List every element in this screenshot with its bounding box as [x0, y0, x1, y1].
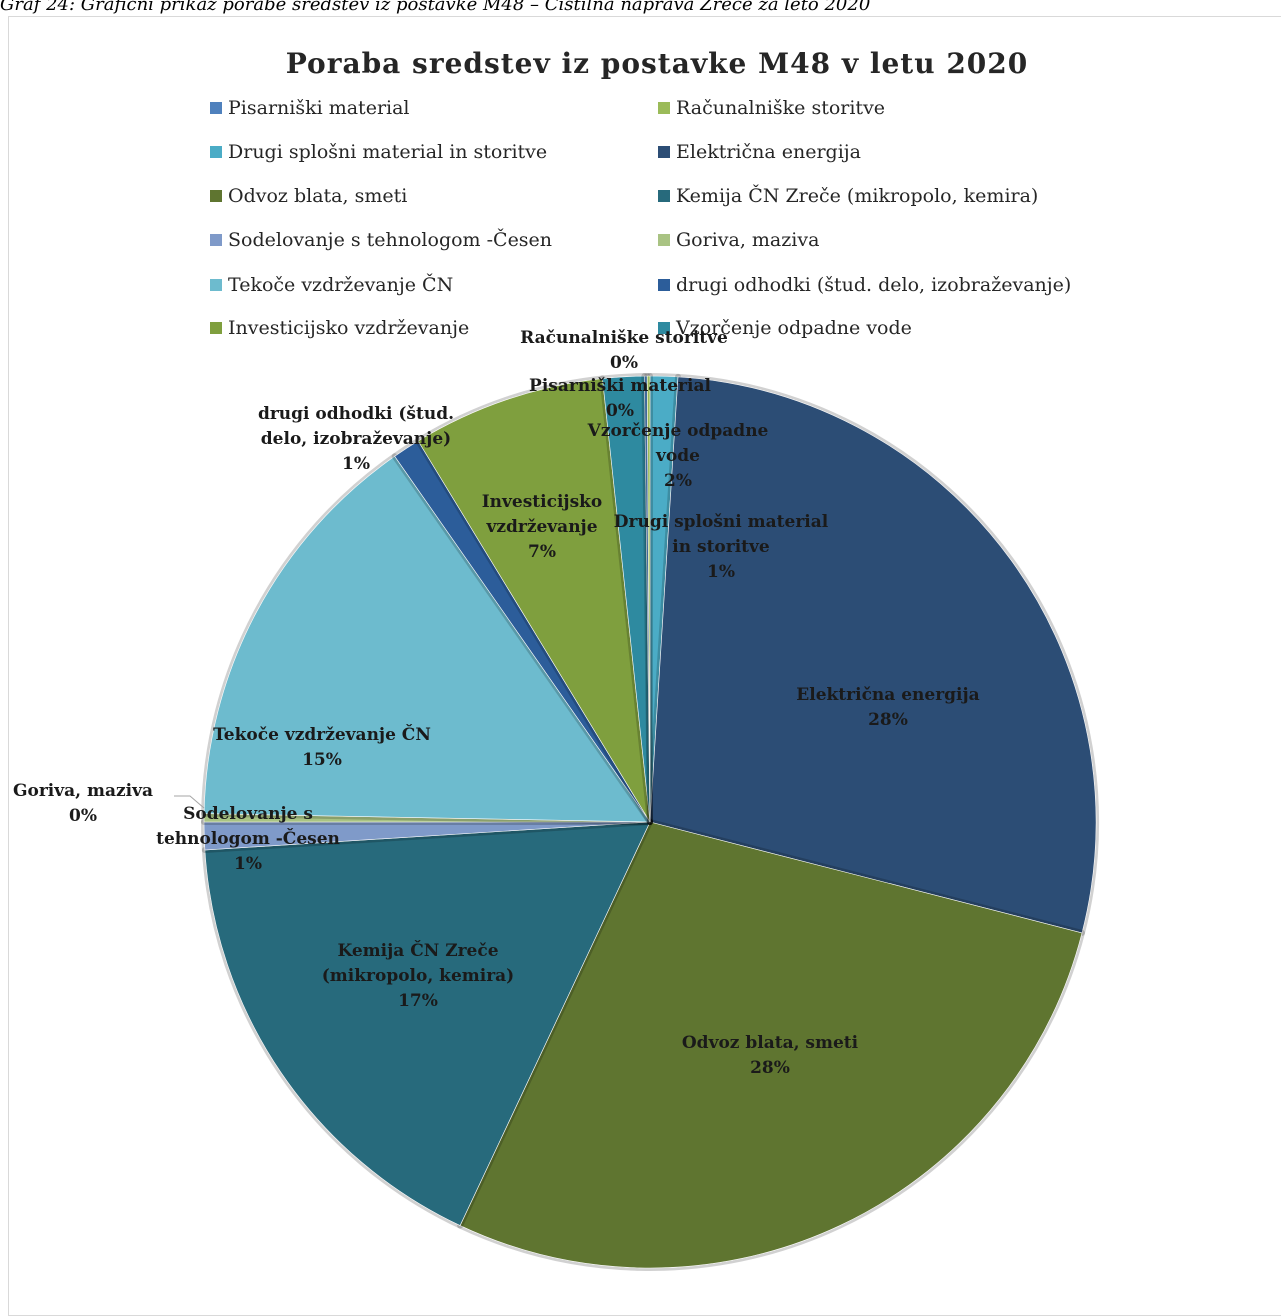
legend-item: Vzorčenje odpadne vode	[658, 317, 912, 339]
data-label-line: 0%	[69, 806, 97, 826]
data-label: Odvoz blata, smeti 28%	[682, 1033, 859, 1078]
data-label-line: vzdrževanje	[485, 517, 597, 537]
pie-slice-face	[459, 821, 1083, 1269]
legend-label: Tekoče vzdrževanje ČN	[228, 274, 454, 296]
data-label-line: 2%	[664, 471, 692, 491]
data-label: Pisarniški material 0%	[529, 376, 711, 421]
legend-swatch	[210, 190, 222, 202]
data-label-line: drugi odhodki (štud.	[258, 404, 454, 424]
data-label: Tekoče vzdrževanje ČN 15%	[213, 724, 431, 770]
data-label: Električna energija 28%	[796, 685, 979, 730]
legend-item: Kemija ČN Zreče (mikropolo, kemira)	[658, 185, 1038, 207]
legend-item: Sodelovanje s tehnologom -Česen	[210, 229, 552, 251]
legend-swatch	[210, 322, 222, 334]
data-label-line: Investicijsko	[482, 492, 603, 512]
legend-swatch	[658, 322, 670, 334]
chart-title: Poraba sredstev iz postavke M48 v letu 2…	[285, 47, 1029, 80]
legend-swatch	[658, 279, 670, 291]
data-label-line: 1%	[234, 854, 262, 874]
data-label-line: 17%	[398, 991, 438, 1011]
legend-item: Odvoz blata, smeti	[210, 185, 407, 207]
legend-item: Drugi splošni material in storitve	[210, 141, 547, 163]
legend-label: Drugi splošni material in storitve	[228, 141, 548, 163]
legend-label: Kemija ČN Zreče (mikropolo, kemira)	[676, 185, 1039, 207]
data-label-line: Pisarniški material	[529, 376, 711, 396]
legend-swatch	[658, 102, 670, 114]
data-label-line: 1%	[707, 562, 735, 582]
legend-label: Pisarniški material	[228, 97, 410, 119]
legend-item: Investicijsko vzdrževanje	[210, 317, 469, 339]
legend-swatch	[658, 146, 670, 158]
data-label-line: 15%	[302, 750, 342, 770]
legend-swatch	[210, 102, 222, 114]
legend-swatch	[658, 190, 670, 202]
data-label-line: Drugi splošni material	[614, 512, 829, 532]
legend-item: Goriva, maziva	[658, 229, 819, 251]
legend-label: Odvoz blata, smeti	[228, 185, 408, 207]
data-label-line: Odvoz blata, smeti	[682, 1033, 859, 1053]
legend-swatch	[210, 234, 222, 246]
data-label-line: Kemija ČN Zreče	[337, 940, 498, 961]
legend-label: Investicijsko vzdrževanje	[228, 317, 470, 339]
data-label-line: Goriva, maziva	[13, 781, 153, 801]
data-label-line: 0%	[606, 401, 634, 421]
pie-slice-face	[204, 821, 651, 1226]
legend-item: Električna energija	[658, 141, 861, 163]
data-label-line: in storitve	[672, 537, 770, 557]
legend-label: Računalniške storitve	[676, 97, 886, 119]
pie-slice-face	[646, 375, 651, 823]
data-label: Investicijsko vzdrževanje 7%	[482, 492, 603, 562]
legend-label: Goriva, maziva	[676, 229, 820, 251]
data-label-line: Električna energija	[796, 685, 979, 705]
legend-swatch	[658, 234, 670, 246]
data-label-line: 0%	[610, 353, 638, 373]
data-label-line: 7%	[528, 542, 556, 562]
data-label-line: 28%	[750, 1058, 790, 1078]
legend-swatch	[210, 146, 222, 158]
pie-slice-face	[203, 455, 651, 823]
data-label-line: 28%	[868, 710, 908, 730]
pie-slice-face	[417, 378, 651, 823]
legend-item: drugi odhodki (štud. delo, izobraževanje…	[658, 274, 1071, 296]
data-label: Goriva, maziva 0%	[13, 781, 153, 826]
legend-label: Električna energija	[676, 141, 862, 163]
data-label: Kemija ČN Zreče (mikropolo, kemira) 17%	[322, 940, 514, 1011]
legend-label: drugi odhodki (štud. delo, izobraževanje…	[676, 274, 1072, 296]
legend-label: Vzorčenje odpadne vode	[676, 317, 912, 339]
legend-item: Tekoče vzdrževanje ČN	[210, 274, 453, 296]
legend-label: Sodelovanje s tehnologom -Česen	[228, 229, 553, 251]
data-label-line: delo, izobraževanje)	[261, 429, 451, 449]
data-label-line: tehnologom -Česen	[156, 828, 340, 849]
pie-slice-face	[649, 376, 1097, 934]
data-label-line: Računalniške storitve	[520, 328, 728, 348]
data-label: Računalniške storitve 0%	[520, 328, 728, 373]
leader-line	[174, 795, 205, 809]
data-label: Drugi splošni material in storitve 1%	[614, 512, 829, 582]
legend-item: Računalniške storitve	[658, 97, 885, 119]
data-label: Vzorčenje odpadne vode 2%	[587, 421, 769, 491]
data-label-line: Sodelovanje s	[183, 804, 313, 824]
data-label: Sodelovanje s tehnologom -Česen 1%	[156, 804, 340, 874]
figure-caption: Graf 24: Grafični prikaz porabe sredstev…	[0, 0, 871, 15]
data-label-line: Tekoče vzdrževanje ČN	[213, 724, 431, 745]
data-label-line: 1%	[342, 454, 370, 474]
data-label-line: (mikropolo, kemira)	[322, 966, 514, 986]
data-label-line: vode	[655, 446, 700, 466]
data-label-line: Vzorčenje odpadne	[587, 421, 769, 441]
legend-swatch	[210, 279, 222, 291]
legend-item: Pisarniški material	[210, 97, 410, 119]
data-label: drugi odhodki (štud. delo, izobraževanje)…	[258, 404, 454, 474]
